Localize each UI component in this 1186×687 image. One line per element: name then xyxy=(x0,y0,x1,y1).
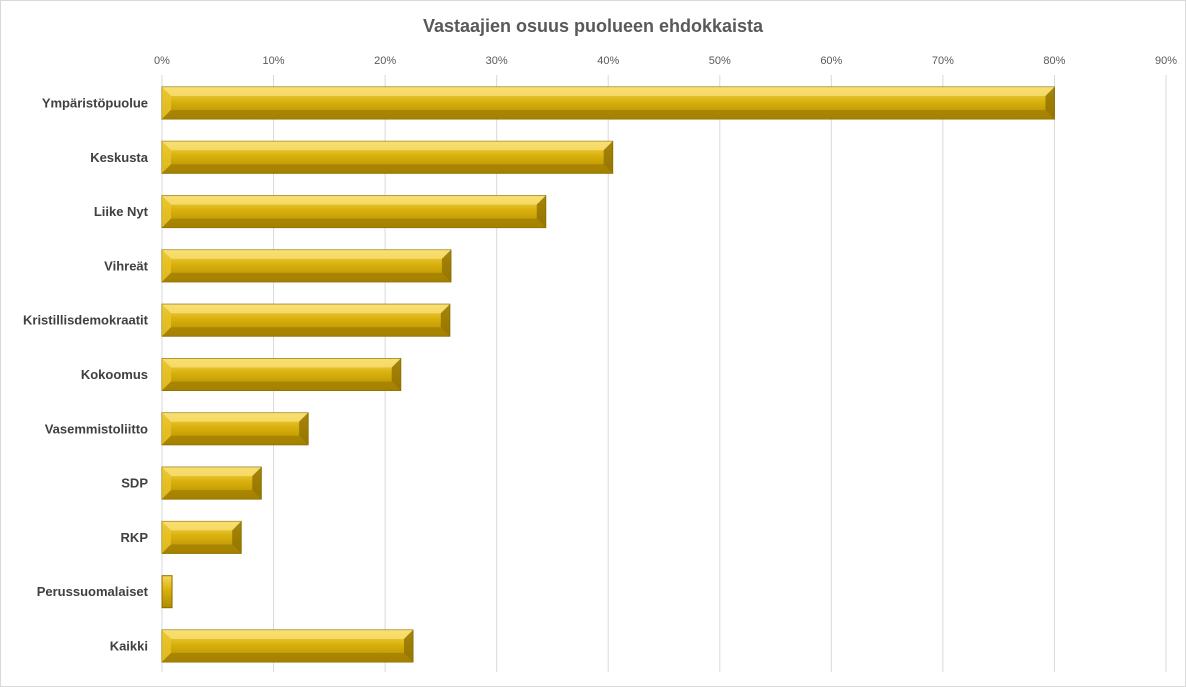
bar-bevel-left xyxy=(162,87,171,119)
bar-8 xyxy=(161,520,242,554)
bar-bevel-bottom xyxy=(162,272,451,282)
bar-bevel-right xyxy=(536,195,546,228)
category-label: Ympäristöpuolue xyxy=(42,96,148,111)
bar-10 xyxy=(161,629,414,663)
bar-6 xyxy=(161,412,309,446)
x-tick-label: 90% xyxy=(1155,55,1177,67)
bar-0 xyxy=(161,86,1055,120)
bar-bevel-left xyxy=(162,521,171,554)
category-label: Kristillisdemokraatit xyxy=(23,313,149,328)
bar-bevel-right xyxy=(299,412,309,445)
bar-5 xyxy=(161,358,402,391)
bar-bevel-bottom xyxy=(162,327,450,337)
category-labels: Ympäristöpuolue Keskusta Liike Nyt Vihreät K… xyxy=(23,96,149,654)
category-label: RKP xyxy=(121,530,149,545)
bar-bevel-bottom xyxy=(162,653,413,662)
bar-bevel-top xyxy=(162,304,450,314)
bar-bevel-right xyxy=(404,630,413,662)
bar-bevel-left xyxy=(162,467,171,500)
bar-bevel-top xyxy=(162,521,242,531)
bar-bevel-bottom xyxy=(162,218,546,228)
bar-3 xyxy=(161,249,452,283)
bar-bevel-top xyxy=(162,467,262,477)
bar-4 xyxy=(161,303,451,337)
bar-bevel-right xyxy=(1045,87,1055,119)
bar-bevel-left xyxy=(162,141,171,174)
x-tick-label: 10% xyxy=(263,55,285,67)
bar-bevel-left xyxy=(162,412,171,445)
bar-bevel-right xyxy=(441,249,451,282)
bar-bevel-left xyxy=(162,358,171,391)
bar-bevel-top xyxy=(162,249,451,259)
bar-bevel-bottom xyxy=(162,490,262,500)
x-tick-label: 60% xyxy=(820,55,842,67)
x-axis-ticks: 0% 10% 20% 30% 40% 50% 60% 70% 80% 90% xyxy=(154,55,1177,67)
bar-bevel-right xyxy=(391,358,401,391)
bar-bevel-bottom xyxy=(162,164,613,174)
x-tick-label: 20% xyxy=(374,55,396,67)
bar-bevel-top xyxy=(162,358,401,368)
category-label: Kaikki xyxy=(110,639,148,654)
category-label: Kokoomus xyxy=(81,367,148,382)
bar-bevel-top xyxy=(162,412,309,422)
x-tick-label: 50% xyxy=(709,55,731,67)
category-label: SDP xyxy=(121,476,148,491)
bar-bevel-bottom xyxy=(162,435,309,445)
category-label: Perussuomalaiset xyxy=(37,584,149,599)
bar-bevel-bottom xyxy=(162,381,401,391)
bar-bevel-top xyxy=(162,630,413,639)
bars xyxy=(161,86,1055,663)
bar-bevel-top xyxy=(162,141,613,151)
x-tick-label: 0% xyxy=(154,55,170,67)
category-label: Liike Nyt xyxy=(94,204,149,219)
bar-bevel-right xyxy=(252,467,262,500)
bar-7 xyxy=(161,466,262,500)
bar-9 xyxy=(161,575,173,609)
bar-bevel-right xyxy=(440,304,450,337)
x-tick-label: 80% xyxy=(1043,55,1065,67)
bar-1 xyxy=(161,140,614,174)
bar-bevel-right xyxy=(232,521,242,554)
x-tick-label: 30% xyxy=(486,55,508,67)
bar-body xyxy=(161,575,173,609)
bar-bevel-top xyxy=(162,195,546,205)
bar-bevel-right xyxy=(603,141,613,174)
bar-bevel-left xyxy=(162,195,171,228)
bar-2 xyxy=(161,195,547,229)
category-label: Vihreät xyxy=(104,258,149,273)
category-label: Vasemmistoliitto xyxy=(45,421,148,436)
x-tick-label: 70% xyxy=(932,55,954,67)
bar-bevel-left xyxy=(162,304,171,337)
bar-bevel-top xyxy=(162,87,1055,96)
bar-bevel-bottom xyxy=(162,544,242,554)
chart-title: Vastaajien osuus puolueen ehdokkaista xyxy=(422,16,764,36)
x-tick-label: 40% xyxy=(597,55,619,67)
bar-bevel-bottom xyxy=(162,110,1055,119)
category-label: Keskusta xyxy=(90,150,149,165)
bar-bevel-left xyxy=(162,249,171,282)
bar-bevel-left xyxy=(162,630,171,662)
